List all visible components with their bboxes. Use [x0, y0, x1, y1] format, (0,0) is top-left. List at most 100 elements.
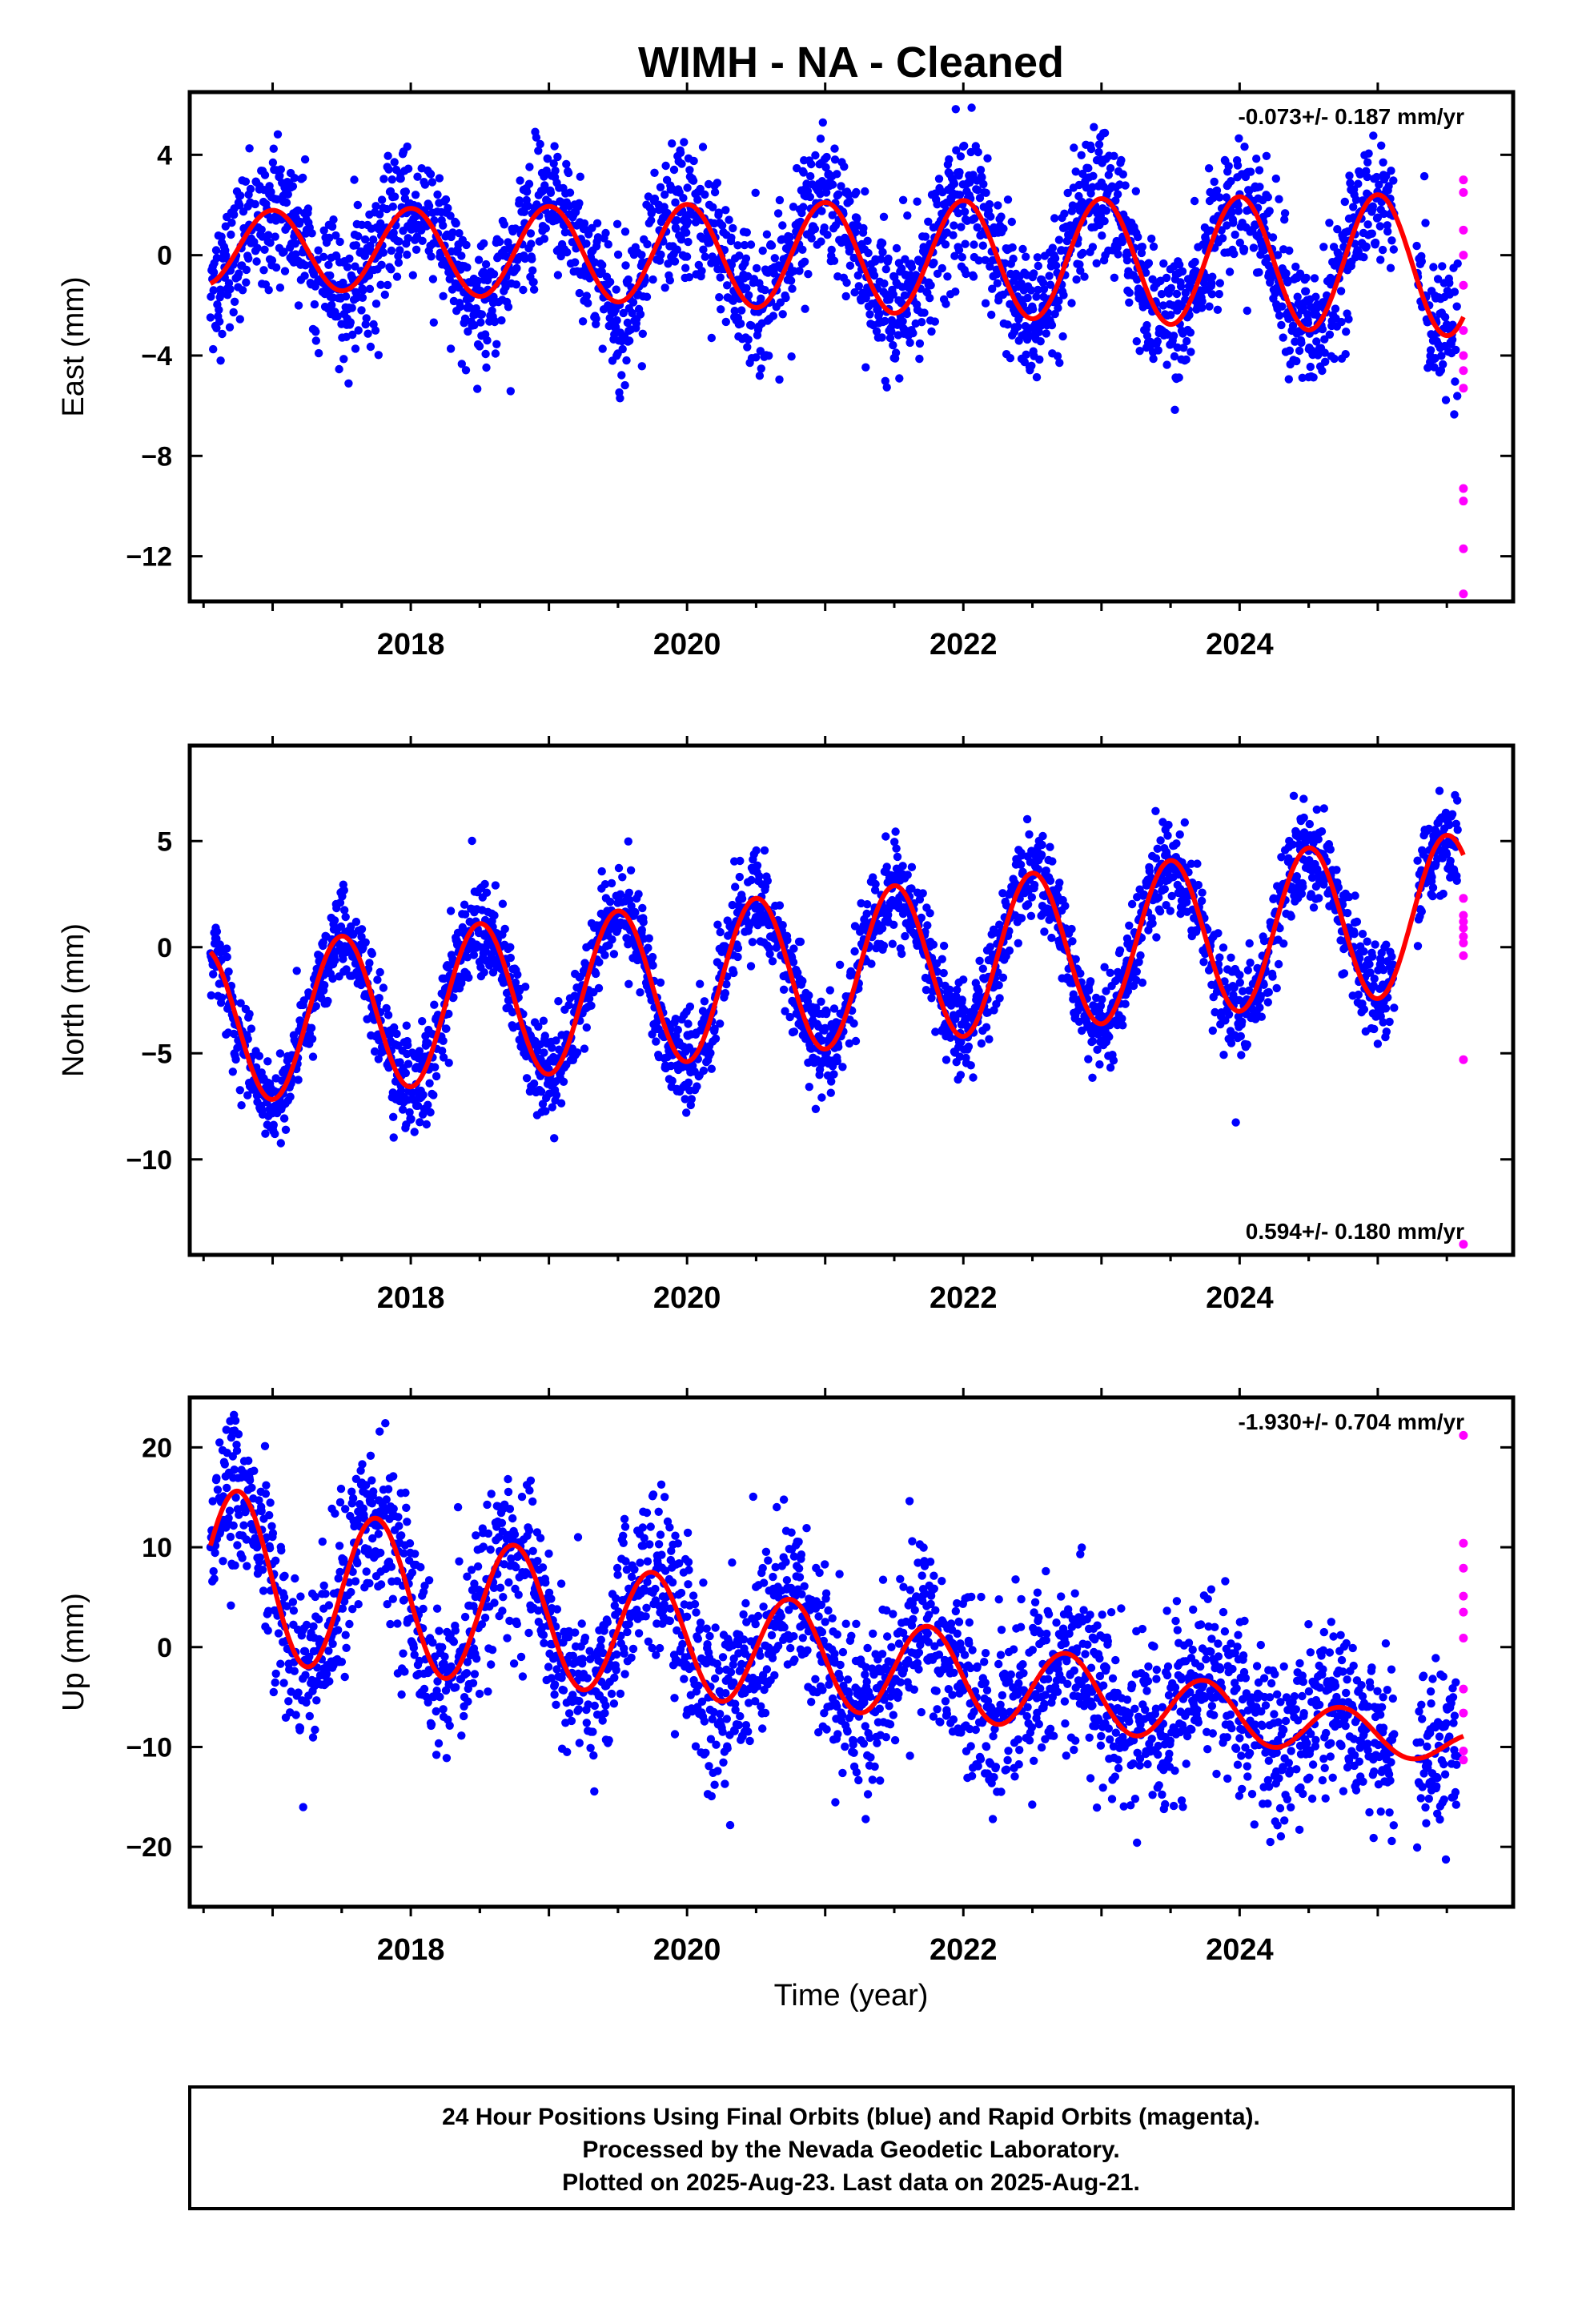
north-point — [822, 1007, 831, 1016]
east-point — [1321, 357, 1330, 366]
north-point — [243, 1091, 252, 1100]
north-point — [231, 1055, 240, 1064]
north-point — [789, 1027, 799, 1036]
east-point — [303, 204, 313, 213]
east-point — [1007, 217, 1017, 227]
north-point — [952, 991, 961, 1001]
east-point — [1054, 296, 1063, 305]
east-point — [689, 156, 698, 166]
east-point — [491, 349, 500, 358]
north-point — [986, 943, 995, 951]
east-point — [1293, 292, 1302, 301]
east-point — [909, 328, 917, 338]
north-point — [292, 967, 301, 975]
east-point — [1089, 171, 1098, 180]
east-point — [737, 320, 745, 328]
east-point — [861, 363, 870, 372]
east-point — [1451, 377, 1460, 386]
east-point — [755, 372, 765, 380]
north-point — [335, 899, 345, 907]
east-rapid-point — [1459, 589, 1468, 599]
east-point — [206, 313, 215, 322]
east-point — [877, 333, 886, 342]
east-point — [351, 262, 359, 271]
north-point — [693, 1082, 701, 1091]
east-point — [805, 192, 814, 202]
east-point — [787, 352, 796, 361]
east-point — [822, 152, 831, 162]
north-point — [252, 1091, 262, 1100]
east-point — [1319, 243, 1328, 251]
north-point — [600, 880, 610, 889]
east-point — [512, 280, 521, 289]
east-point — [1122, 255, 1132, 265]
north-point — [627, 902, 636, 911]
north-point — [460, 910, 470, 919]
north-point — [890, 838, 899, 846]
north-point — [609, 950, 619, 959]
east-point — [993, 279, 1002, 287]
east-point — [456, 302, 465, 312]
north-point — [541, 1107, 550, 1116]
east-point — [829, 256, 839, 265]
north-point — [341, 912, 350, 922]
east-point — [619, 308, 628, 318]
east-point — [942, 300, 950, 308]
east-point — [230, 210, 239, 219]
north-point — [775, 901, 785, 910]
east-point — [1278, 302, 1287, 311]
east-point — [1086, 144, 1096, 154]
east-point — [268, 158, 278, 167]
north-point — [1002, 901, 1011, 910]
east-point — [1225, 267, 1235, 276]
east-point — [1419, 171, 1429, 181]
east-point — [907, 263, 917, 271]
north-point — [446, 907, 456, 915]
east-point — [744, 335, 753, 344]
east-point — [1292, 356, 1301, 366]
north-point — [907, 884, 916, 893]
east-rapid-point — [1459, 225, 1468, 235]
east-point — [387, 175, 396, 184]
east-point — [1306, 362, 1315, 372]
north-point — [898, 862, 907, 870]
east-point — [1280, 215, 1289, 224]
north-point — [903, 870, 912, 879]
east-point — [1255, 267, 1263, 277]
north-point — [1061, 902, 1070, 911]
east-point — [924, 217, 933, 226]
east-point — [1051, 261, 1061, 270]
east-point — [920, 308, 929, 317]
north-point — [1047, 933, 1056, 943]
east-point — [985, 199, 994, 209]
north-point — [1219, 943, 1228, 952]
east-point — [747, 321, 756, 330]
east-point — [1227, 208, 1236, 218]
east-point — [941, 240, 950, 249]
east-point — [374, 351, 383, 360]
north-point — [1275, 923, 1284, 933]
north-point — [716, 927, 725, 937]
east-point — [1176, 282, 1186, 291]
east-point — [480, 239, 488, 248]
east-point — [1379, 209, 1388, 219]
north-point — [687, 1095, 696, 1104]
east-point — [889, 290, 898, 299]
north-point — [508, 1007, 517, 1017]
east-point — [737, 306, 746, 315]
north-point — [1046, 842, 1054, 851]
north-point — [382, 1003, 391, 1013]
east-point — [861, 187, 869, 196]
east-point — [230, 297, 239, 306]
east-point — [709, 203, 717, 211]
east-point — [227, 230, 235, 239]
north-point — [755, 872, 764, 881]
east-point — [683, 183, 692, 192]
east-point — [225, 323, 235, 332]
east-point — [339, 355, 348, 364]
north-point — [307, 1023, 316, 1032]
east-point — [1098, 231, 1106, 240]
east-point — [215, 317, 224, 326]
east-point — [902, 309, 912, 319]
